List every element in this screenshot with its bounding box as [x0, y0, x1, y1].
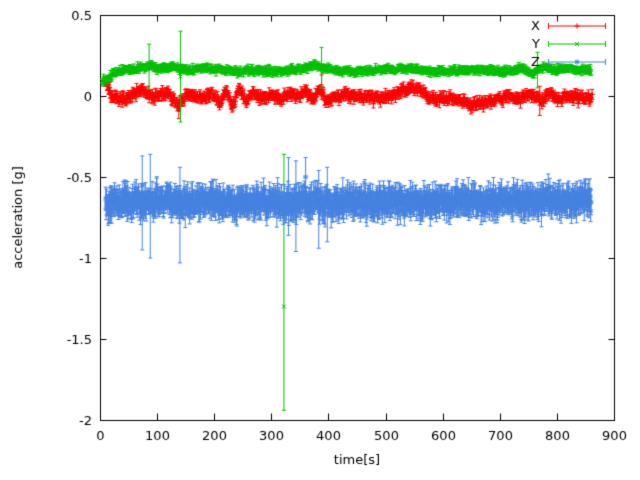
chart-canvas	[0, 0, 640, 480]
acceleration-chart	[0, 0, 640, 480]
